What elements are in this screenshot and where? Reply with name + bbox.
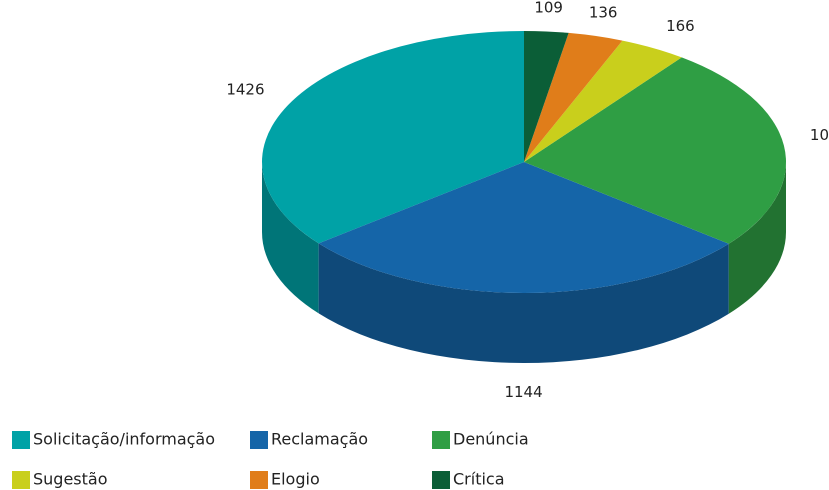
pie-slice bbox=[261, 31, 524, 244]
data-label: 1426 bbox=[226, 81, 264, 99]
legend-swatch bbox=[12, 431, 30, 449]
pie-slice bbox=[524, 40, 682, 162]
pie-slice bbox=[318, 162, 729, 293]
data-label: 109 bbox=[534, 0, 563, 16]
legend-label: Denúncia bbox=[453, 430, 529, 449]
legend-label: Sugestão bbox=[33, 470, 108, 489]
data-label: 1144 bbox=[504, 383, 542, 401]
legend-swatch bbox=[250, 471, 268, 489]
pie-side bbox=[318, 243, 729, 364]
pie-slice bbox=[524, 32, 623, 162]
pie-side bbox=[728, 162, 786, 314]
data-label: 136 bbox=[589, 3, 618, 21]
legend-label: Crítica bbox=[453, 470, 505, 489]
data-label: 1017 bbox=[810, 126, 829, 144]
pie-slice bbox=[524, 57, 786, 244]
legend-label: Elogio bbox=[271, 470, 320, 489]
legend-swatch bbox=[432, 431, 450, 449]
legend-label: Reclamação bbox=[271, 430, 368, 449]
legend-label: Solicitação/informação bbox=[33, 430, 215, 449]
pie-side bbox=[262, 162, 319, 314]
legend-swatch bbox=[432, 471, 450, 489]
legend-swatch bbox=[250, 431, 268, 449]
data-label: 166 bbox=[666, 17, 695, 35]
legend-swatch bbox=[12, 471, 30, 489]
pie-slice bbox=[524, 31, 569, 162]
